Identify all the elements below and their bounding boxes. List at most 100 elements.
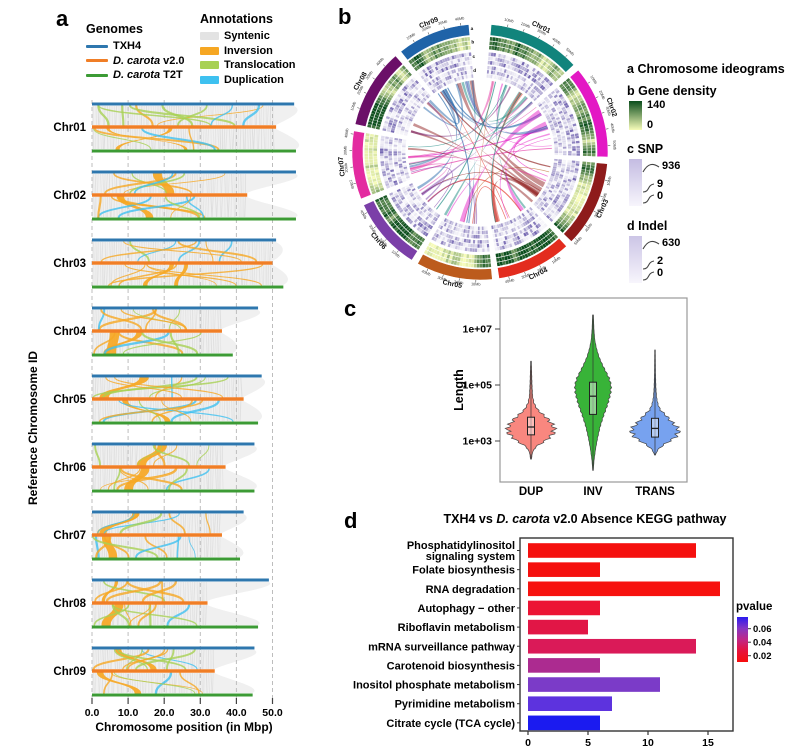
annotations-legend: Annotations Syntenic Inversion Transloca… <box>200 12 296 87</box>
circos-legend-snp: c SNP <box>627 142 664 156</box>
svg-text:20Mb: 20Mb <box>421 25 431 32</box>
scale-curve-icon <box>642 163 660 204</box>
genomes-legend: Genomes TXH4 D. carota v2.0 D. carota T2… <box>86 22 185 83</box>
svg-text:15: 15 <box>702 737 714 749</box>
snp-gradient-swatch <box>629 159 642 206</box>
legend-item-duplication: Duplication <box>200 73 296 88</box>
svg-text:10Mb: 10Mb <box>589 75 597 85</box>
svg-text:30Mb: 30Mb <box>368 224 377 234</box>
svg-text:Carotenoid biosynthesis: Carotenoid biosynthesis <box>387 660 515 672</box>
svg-text:Chr07: Chr07 <box>53 530 86 542</box>
svg-text:10: 10 <box>642 737 654 749</box>
svg-text:Chr06: Chr06 <box>53 462 86 474</box>
svg-text:30Mb: 30Mb <box>594 208 602 218</box>
svg-text:RNA degradation: RNA degradation <box>426 584 516 596</box>
legend-label: D. carota v2.0 <box>113 54 185 67</box>
svg-text:40Mb: 40Mb <box>376 57 385 67</box>
svg-text:30Mb: 30Mb <box>438 20 448 26</box>
legend-item-txh4: TXH4 <box>86 39 185 54</box>
svg-text:10Mb: 10Mb <box>551 256 561 265</box>
svg-text:20Mb: 20Mb <box>601 192 608 202</box>
svg-text:mRNA surveillance pathway: mRNA surveillance pathway <box>368 641 516 653</box>
svg-text:40Mb: 40Mb <box>505 278 515 284</box>
svg-text:40Mb: 40Mb <box>455 16 465 21</box>
svg-text:Phosphatidylinositol: Phosphatidylinositol <box>407 540 515 552</box>
svg-text:50.0: 50.0 <box>262 707 283 719</box>
svg-text:Chr08: Chr08 <box>53 598 86 610</box>
svg-text:0.04: 0.04 <box>753 638 772 649</box>
svg-text:Chr09: Chr09 <box>53 666 86 678</box>
svg-text:Chr04: Chr04 <box>53 326 86 338</box>
translocation-swatch <box>200 61 219 70</box>
legend-item-syntenic: Syntenic <box>200 29 296 44</box>
kegg-chart-title: TXH4 vs D. carota v2.0 Absence KEGG path… <box>443 512 727 526</box>
genomes-legend-title: Genomes <box>86 22 143 36</box>
svg-text:30Mb: 30Mb <box>605 106 612 116</box>
svg-text:a: a <box>471 26 474 31</box>
svg-text:Chr03: Chr03 <box>53 258 86 270</box>
svg-text:Chr02: Chr02 <box>53 190 86 202</box>
svg-text:d: d <box>473 68 476 73</box>
svg-text:50Mb: 50Mb <box>565 47 575 56</box>
svg-text:30Mb: 30Mb <box>536 28 546 36</box>
svg-text:INV: INV <box>583 486 603 498</box>
legend-item-dcarota-t2t: D. carota T2T <box>86 68 185 83</box>
svg-text:30Mb: 30Mb <box>365 70 374 80</box>
txh4-line-swatch <box>86 44 108 48</box>
panel-a-label: a <box>56 6 69 31</box>
svg-text:1e+07: 1e+07 <box>463 324 493 336</box>
svg-text:20Mb: 20Mb <box>454 280 464 285</box>
annotations-legend-title: Annotations <box>200 12 273 26</box>
svg-text:10Mb: 10Mb <box>504 18 514 24</box>
gene-density-gradient-swatch <box>629 101 642 130</box>
svg-text:Chr01: Chr01 <box>53 122 86 134</box>
inversion-swatch <box>200 46 219 55</box>
dcarota-t2t-line-swatch <box>86 73 108 77</box>
svg-text:b: b <box>471 40 474 45</box>
snp-scale: 936 9 0 <box>629 159 797 211</box>
legend-item-inversion: Inversion <box>200 44 296 59</box>
svg-text:10.0: 10.0 <box>118 707 139 719</box>
circos-legend: a Chromosome ideograms b Gene density 14… <box>627 62 797 288</box>
svg-text:40Mb: 40Mb <box>421 269 431 277</box>
svg-text:10Mb: 10Mb <box>606 176 612 186</box>
svg-text:20.0: 20.0 <box>154 707 175 719</box>
syntenic-swatch <box>200 32 219 41</box>
svg-text:Chr05: Chr05 <box>53 394 86 406</box>
svg-text:Chr07: Chr07 <box>338 156 347 177</box>
legend-label: TXH4 <box>113 40 142 53</box>
gene-density-scale: 140 0 <box>629 99 797 134</box>
svg-text:Pyrimidine metabolism: Pyrimidine metabolism <box>395 699 516 711</box>
svg-text:10Mb: 10Mb <box>348 179 354 189</box>
svg-text:Chromosome position (in Mbp): Chromosome position (in Mbp) <box>95 720 272 734</box>
svg-text:40.0: 40.0 <box>226 707 247 719</box>
svg-text:DUP: DUP <box>519 486 544 498</box>
svg-text:Inositol phosphate metabolism: Inositol phosphate metabolism <box>353 680 515 692</box>
circos-legend-gene-density: b Gene density <box>627 84 717 98</box>
svg-text:TRANS: TRANS <box>635 486 675 498</box>
duplication-swatch <box>200 75 219 84</box>
indel-scale: 630 2 0 <box>629 236 797 288</box>
scale-curve-icon <box>642 240 660 281</box>
svg-text:10Mb: 10Mb <box>350 101 357 111</box>
svg-text:40Mb: 40Mb <box>359 210 367 220</box>
circos-legend-ideograms: a Chromosome ideograms <box>627 62 785 76</box>
svg-text:50Mb: 50Mb <box>573 236 582 246</box>
svg-text:50Mb: 50Mb <box>612 140 616 150</box>
legend-item-translocation: Translocation <box>200 58 296 73</box>
svg-text:5: 5 <box>585 737 591 749</box>
svg-text:Chr05: Chr05 <box>442 279 463 290</box>
svg-text:20Mb: 20Mb <box>378 238 387 248</box>
svg-text:20Mb: 20Mb <box>598 90 606 100</box>
svg-text:Reference Chromosome ID: Reference Chromosome ID <box>26 351 40 505</box>
svg-text:10Mb: 10Mb <box>471 282 481 286</box>
svg-text:1e+03: 1e+03 <box>463 436 493 448</box>
svg-text:pvalue: pvalue <box>736 601 772 613</box>
svg-text:0.02: 0.02 <box>753 651 772 662</box>
indel-gradient-swatch <box>629 236 642 283</box>
svg-text:40Mb: 40Mb <box>344 128 349 138</box>
svg-text:30Mb: 30Mb <box>343 146 347 156</box>
svg-text:40Mb: 40Mb <box>551 37 561 46</box>
